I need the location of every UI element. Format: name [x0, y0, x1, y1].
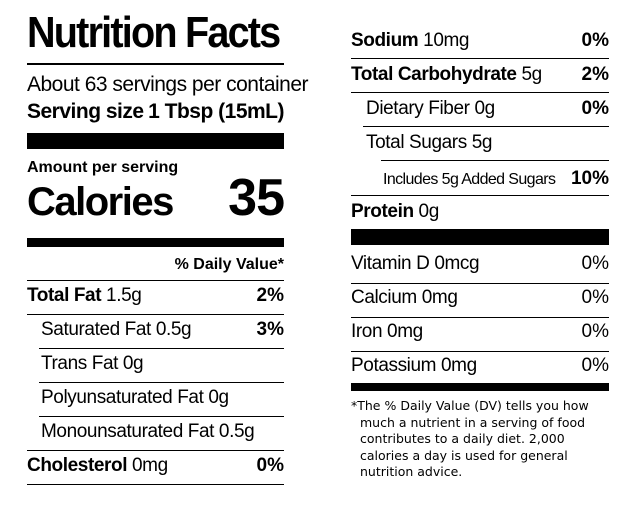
nutrient-row-trans-fat: Trans Fat 0g: [27, 353, 284, 375]
nutrient-row-added-sugars: Includes 5g Added Sugars 10%: [351, 168, 609, 190]
vitamin-amount: 0mcg: [434, 253, 480, 274]
vitamin-name: Potassium: [351, 355, 437, 376]
nutrient-daily-value: 0%: [581, 98, 609, 119]
vitamin-daily-value: 0%: [581, 253, 609, 274]
nutrient-name: Polyunsaturated Fat: [41, 387, 204, 408]
vitamin-amount: 0mg: [387, 321, 423, 342]
nutrient-name: Sodium: [351, 30, 419, 51]
nutrient-row-total-carbohydrate: Total Carbohydrate 5g 2%: [351, 64, 609, 86]
footnote-line: *The % Daily Value (DV) tells you how: [351, 398, 589, 413]
nutrient-row-polyunsaturated-fat: Polyunsaturated Fat 0g: [27, 387, 284, 409]
vitamin-amount: 0mg: [441, 355, 477, 376]
nutrient-row-total-fat: Total Fat 1.5g 2%: [27, 285, 284, 307]
footnote-line: nutrition advice.: [360, 464, 463, 479]
divider: [351, 195, 609, 196]
medium-divider: [351, 383, 609, 391]
vitamin-name: Vitamin D: [351, 253, 430, 274]
nutrient-amount: 1.5g: [106, 285, 142, 306]
calories-label: Calories: [27, 180, 174, 224]
divider: [39, 348, 284, 349]
nutrient-amount: 0g: [474, 98, 495, 119]
nutrient-amount: 0.5g: [155, 319, 192, 340]
nutrient-daily-value: 2%: [581, 64, 609, 85]
nutrient-amount: 10mg: [423, 30, 470, 51]
amount-per-serving-label: Amount per serving: [27, 159, 179, 176]
divider: [27, 314, 284, 315]
nutrient-amount: 0g: [418, 201, 440, 222]
divider: [381, 160, 609, 161]
divider: [351, 351, 609, 352]
divider: [27, 450, 284, 451]
nutrient-row-sodium: Sodium 10mg 0%: [351, 30, 609, 52]
daily-value-header: % Daily Value*: [174, 256, 284, 273]
divider: [351, 317, 609, 318]
divider: [27, 280, 284, 281]
vitamin-row-calcium: Calcium 0mg 0%: [351, 287, 609, 309]
nutrition-facts-title: Nutrition Facts: [27, 8, 281, 57]
nutrient-amount: 5g: [471, 132, 493, 153]
medium-divider: [27, 238, 284, 247]
servings-per-container: About 63 servings per container: [27, 73, 309, 96]
nutrient-name: Saturated Fat: [41, 319, 151, 340]
nutrient-row-monounsaturated-fat: Monounsaturated Fat 0.5g: [27, 421, 284, 443]
vitamin-row-iron: Iron 0mg 0%: [351, 321, 609, 343]
divider: [351, 58, 609, 59]
serving-size-row: Serving size 1 Tbsp (15mL): [27, 100, 284, 124]
nutrient-row-protein: Protein 0g: [351, 201, 609, 223]
servings-per-container-row: About 63 servings per container: [27, 73, 309, 97]
footnote-line: calories a day is used for general: [360, 447, 568, 463]
nutrient-name: Includes 5g Added Sugars: [383, 171, 556, 188]
nutrient-amount: 0g: [208, 387, 229, 408]
nutrient-name: Dietary Fiber: [366, 98, 470, 119]
vitamin-daily-value: 0%: [581, 321, 609, 342]
divider: [351, 283, 609, 284]
nutrient-name: Total Sugars: [366, 132, 467, 153]
divider: [39, 382, 284, 383]
divider: [39, 416, 284, 417]
divider: [27, 63, 284, 65]
nutrient-row-cholesterol: Cholesterol 0mg 0%: [27, 455, 284, 477]
calories-value: 35: [228, 169, 285, 227]
vitamin-daily-value: 0%: [581, 355, 609, 376]
amount-per-serving-row: Amount per serving: [27, 159, 284, 177]
vitamin-daily-value: 0%: [581, 287, 609, 308]
calories-row: Calories 35: [27, 168, 285, 228]
serving-size-value: 1 Tbsp (15mL): [148, 100, 284, 123]
vitamin-row-potassium: Potassium 0mg 0%: [351, 355, 609, 377]
divider: [27, 484, 284, 485]
footnote-line: contributes to a daily diet. 2,000: [360, 431, 565, 446]
nutrient-name: Monounsaturated Fat: [41, 421, 215, 442]
nutrient-name: Cholesterol: [27, 455, 128, 476]
serving-size-label: Serving size: [27, 100, 144, 123]
vitamin-amount: 0mg: [421, 287, 458, 308]
nutrient-amount: 0g: [122, 353, 144, 374]
nutrient-name: Total Carbohydrate: [351, 64, 517, 85]
footnote-line: much a nutrient in a serving of food: [360, 414, 586, 430]
nutrient-amount: 0.5g: [218, 421, 255, 442]
nutrient-daily-value: 0%: [256, 455, 284, 476]
nutrient-name: Total Fat: [27, 285, 102, 306]
nutrient-daily-value: 2%: [256, 285, 284, 306]
nutrient-amount: 0mg: [132, 455, 168, 476]
vitamin-name: Iron: [351, 321, 383, 342]
nutrient-amount: 5g: [521, 64, 542, 85]
nutrient-row-dietary-fiber: Dietary Fiber 0g 0%: [351, 98, 609, 120]
divider: [363, 126, 609, 127]
thick-divider: [27, 133, 284, 149]
daily-value-footnote: *The % Daily Value (DV) tells you how mu…: [351, 398, 609, 481]
nutrient-daily-value: 0%: [581, 30, 609, 51]
nutrient-name: Trans Fat: [41, 353, 118, 374]
vitamin-row-vitamin-d: Vitamin D 0mcg 0%: [351, 253, 609, 275]
vitamin-name: Calcium: [351, 287, 417, 308]
nutrient-daily-value: 3%: [256, 319, 284, 340]
nutrient-daily-value: 10%: [570, 168, 609, 189]
nutrient-name: Protein: [351, 201, 414, 222]
nutrient-row-saturated-fat: Saturated Fat 0.5g 3%: [27, 319, 284, 341]
thick-divider: [351, 229, 609, 245]
nutrient-row-total-sugars: Total Sugars 5g: [351, 132, 609, 154]
daily-value-header-row: % Daily Value*: [27, 256, 284, 274]
divider: [351, 92, 609, 93]
